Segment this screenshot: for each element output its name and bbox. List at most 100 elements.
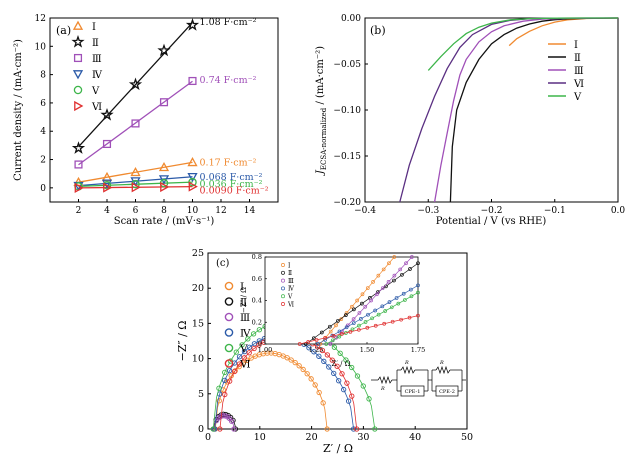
c-data-point [229,418,235,424]
b-ytick-label: −0.15 [333,152,361,162]
inset-data-point [392,278,396,283]
resistor-r1-symbol [400,365,416,375]
inset-data-point [366,312,370,317]
inset-data-point [344,313,348,318]
c-legend-marker [224,281,234,291]
c-data-point [314,344,321,350]
inset-data-point [403,298,407,302]
c-data-point [337,350,343,356]
circuit-rs-label: R [380,386,385,392]
c-ytick-label: 5 [198,389,204,400]
inset-ytick-label: 0 [258,340,262,348]
c-data-point [344,380,350,386]
a-ytick-label: 0 [40,184,46,194]
a-legend-marker [74,100,84,112]
inset-ytick-label: 0.6 [252,275,262,283]
panel-b-ylabel-main: J [315,169,326,176]
c-data-point [256,342,262,348]
c-data-point [350,426,357,432]
a-xtick-label: 4 [104,206,110,216]
c-data-point [308,376,314,382]
inset-data-point [351,317,356,321]
circuit-r1-label: R [404,360,409,366]
c-data-point [312,382,318,388]
inset-data-point [330,338,335,343]
a-legend-marker [71,35,85,48]
a-ytick-label: 4 [40,127,46,137]
inset-data-point [392,255,397,259]
c-data-point [354,426,360,432]
inset-xtick-label: 1.50 [360,346,374,354]
c-data-point [232,426,239,432]
c-data-point [306,345,312,351]
inset-ytick-label: 0.4 [252,297,262,305]
a-legend-label: Ⅲ [92,54,102,65]
inset-legend-marker [281,294,285,299]
c-xtick-label: 0 [205,432,211,443]
a-xtick-label: 6 [133,206,139,216]
a-legend-label: Ⅴ [91,86,100,97]
c-data-point [216,385,222,391]
inset-data-point [337,334,342,339]
c-ytick-label: 0 [198,424,204,435]
a-data-point [188,181,198,192]
a-fit-label: 0.036 F·cm⁻² [200,179,263,190]
inset-data-point [370,316,374,321]
panel-b-frame [364,17,619,203]
a-fit-line [78,22,193,148]
panel-b-label: (b) [370,24,386,37]
inset-data-point [380,286,385,290]
inset-data-point [356,327,361,332]
inset-data-point [410,255,414,259]
inset-data-point [337,329,342,334]
c-data-point [311,349,317,355]
inset-data-point [334,323,338,328]
c-legend-marker [224,343,234,353]
c-data-point [245,336,251,342]
c-legend-label: Ⅳ [240,328,251,340]
panel-b-polarization-plot: −0.4 −0.3 −0.2 −0.1 0.0 0.00 −0.05 −0.10 −0.15 −0… [315,14,625,227]
c-legend-label: Ⅰ [240,281,244,293]
inset-data-point [316,342,320,346]
inset-fit-line [317,285,419,345]
inset-data-point [323,337,328,342]
a-data-point [158,161,170,172]
a-data-point [185,18,200,31]
inset-data-point [306,340,310,344]
inset-data-point [401,291,406,296]
inset-data-point [387,300,392,304]
panel-b-ylabel-rest: / (mA·cm⁻²) [315,46,326,108]
c-data-point [336,378,342,384]
a-data-point [71,141,86,154]
a-legend-marker [73,85,83,95]
inset-data-point [404,261,408,266]
c-data-point [349,393,355,399]
inset-data-point [324,342,329,346]
inset-data-point [363,304,368,309]
a-data-point [100,107,114,121]
inset-data-point [365,325,370,330]
c-data-point [226,367,233,374]
c-data-point [246,344,253,350]
c-data-point [284,355,290,361]
a-data-point [102,139,112,149]
inset-data-point [357,311,362,315]
c-data-point [256,327,263,333]
c-data-point [366,396,372,402]
inset-data-point [352,307,356,312]
a-ytick-label: 12 [35,14,46,24]
inset-data-point [363,320,368,324]
inset-data-point [344,325,349,330]
a-fit-line [78,161,193,183]
c-data-point [321,358,327,364]
resistor-rs-symbol [377,375,393,385]
c-data-point [239,342,245,348]
a-data-point [160,181,170,193]
c-xtick-label: 20 [306,432,318,443]
a-ytick-label: 2 [40,156,46,166]
inset-data-point [409,287,413,292]
panel-a-ylabel: Current density / (mA·cm⁻²) [13,39,24,181]
a-xtick-label: 2 [76,206,82,216]
inset-data-point [340,332,344,336]
inset-ylabel: −Z″ / Ω [240,287,248,313]
